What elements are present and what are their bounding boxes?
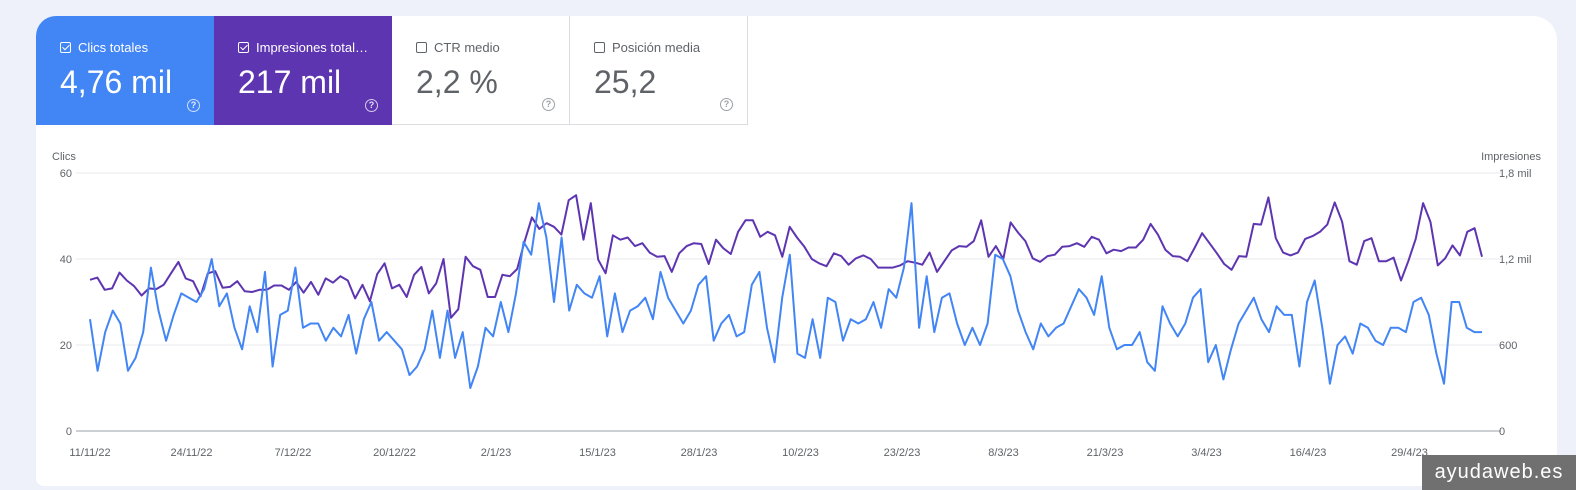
metric-tiles: Clics totales 4,76 mil ? Impresiones tot… bbox=[36, 16, 748, 125]
x-tick-label: 23/2/23 bbox=[884, 447, 921, 459]
metric-tile-header: CTR medio bbox=[416, 40, 500, 55]
x-tick-label: 3/4/23 bbox=[1191, 447, 1222, 459]
metric-value-impressions: 217 mil bbox=[238, 64, 342, 100]
metric-tile-header: Clics totales bbox=[60, 40, 148, 55]
right-tick-label: 0 bbox=[1499, 426, 1505, 438]
x-tick-label: 29/4/23 bbox=[1391, 447, 1428, 459]
help-icon[interactable]: ? bbox=[365, 99, 378, 112]
x-tick-label: 21/3/23 bbox=[1087, 447, 1124, 459]
left-tick-label: 20 bbox=[60, 340, 72, 352]
left-axis-title: Clics bbox=[52, 151, 76, 163]
x-tick-label: 20/12/22 bbox=[373, 447, 416, 459]
x-tick-label: 7/12/22 bbox=[275, 447, 312, 459]
right-tick-label: 600 bbox=[1499, 340, 1517, 352]
performance-chart: Clics Impresiones 0 0 20 600 40 1,2 mil 60 1,8 … bbox=[52, 151, 1541, 459]
metric-value-ctr: 2,2 % bbox=[416, 64, 498, 100]
checkbox-checked-icon[interactable] bbox=[60, 42, 71, 53]
x-axis-labels: 11/11/22 24/11/22 7/12/22 20/12/22 2/1/23 15/… bbox=[69, 447, 1427, 459]
x-tick-label: 8/3/23 bbox=[988, 447, 1019, 459]
axis-ticks: 0 0 20 600 40 1,2 mil 60 1,8 mil bbox=[60, 168, 1532, 438]
metric-tile-ctr[interactable]: CTR medio 2,2 % ? bbox=[392, 16, 570, 125]
x-tick-label: 24/11/22 bbox=[170, 447, 212, 459]
right-tick-label: 1,2 mil bbox=[1499, 254, 1531, 266]
metric-tile-header: Posición media bbox=[594, 40, 700, 55]
x-tick-label: 11/11/22 bbox=[69, 447, 110, 459]
x-tick-label: 15/1/23 bbox=[579, 447, 616, 459]
performance-card: Clics totales 4,76 mil ? Impresiones tot… bbox=[36, 16, 1557, 486]
x-tick-label: 28/1/23 bbox=[681, 447, 718, 459]
help-icon[interactable]: ? bbox=[187, 99, 200, 112]
series-line-impresiones bbox=[89, 194, 1483, 319]
checkbox-unchecked-icon[interactable] bbox=[416, 42, 427, 53]
metric-label-ctr: CTR medio bbox=[434, 40, 500, 55]
x-tick-label: 2/1/23 bbox=[481, 447, 512, 459]
help-icon[interactable]: ? bbox=[720, 98, 733, 111]
left-tick-label: 60 bbox=[60, 168, 72, 180]
left-tick-label: 40 bbox=[60, 254, 72, 266]
metric-label-impressions: Impresiones total… bbox=[256, 40, 368, 55]
metric-value-clicks: 4,76 mil bbox=[60, 64, 173, 100]
series-lines bbox=[89, 194, 1483, 389]
metric-label-clicks: Clics totales bbox=[78, 40, 149, 55]
checkbox-unchecked-icon[interactable] bbox=[594, 42, 605, 53]
x-tick-label: 10/2/23 bbox=[782, 447, 819, 459]
metric-tile-position[interactable]: Posición media 25,2 ? bbox=[570, 16, 748, 125]
metric-label-position: Posición media bbox=[612, 40, 701, 55]
metric-tile-impressions[interactable]: Impresiones total… 217 mil ? bbox=[214, 16, 392, 125]
metric-value-position: 25,2 bbox=[594, 64, 657, 100]
metric-tile-header: Impresiones total… bbox=[238, 40, 368, 55]
watermark: ayudaweb.es bbox=[1422, 455, 1576, 490]
right-axis-title: Impresiones bbox=[1481, 151, 1541, 163]
x-tick-label: 16/4/23 bbox=[1290, 447, 1327, 459]
help-icon[interactable]: ? bbox=[542, 98, 555, 111]
left-tick-label: 0 bbox=[66, 426, 72, 438]
metric-tile-clicks[interactable]: Clics totales 4,76 mil ? bbox=[36, 16, 214, 125]
checkbox-checked-icon[interactable] bbox=[238, 42, 249, 53]
right-tick-label: 1,8 mil bbox=[1499, 168, 1531, 180]
series-line-clics bbox=[89, 202, 1482, 389]
